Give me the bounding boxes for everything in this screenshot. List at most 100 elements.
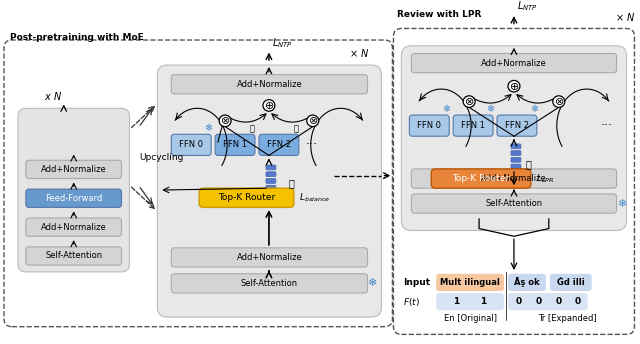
FancyBboxPatch shape xyxy=(157,65,381,317)
Text: ···: ··· xyxy=(600,119,612,132)
Text: 🔥: 🔥 xyxy=(293,124,298,133)
FancyBboxPatch shape xyxy=(26,160,122,179)
Text: ❄: ❄ xyxy=(367,278,376,288)
FancyBboxPatch shape xyxy=(431,169,531,188)
FancyBboxPatch shape xyxy=(412,194,616,213)
Text: $\otimes$: $\otimes$ xyxy=(464,96,474,107)
Text: Tr [Expanded]: Tr [Expanded] xyxy=(538,314,597,323)
Text: ❄: ❄ xyxy=(617,198,626,208)
Text: Add+Normalize: Add+Normalize xyxy=(41,223,107,232)
Text: $\otimes$: $\otimes$ xyxy=(220,115,230,126)
Text: $L_{NTP}$: $L_{NTP}$ xyxy=(517,0,538,13)
FancyBboxPatch shape xyxy=(550,274,591,291)
Text: Post-pretraining with MoE: Post-pretraining with MoE xyxy=(10,33,144,42)
Text: 0: 0 xyxy=(516,297,522,306)
Text: FFN 1: FFN 1 xyxy=(461,121,485,130)
Text: $\times\ N$: $\times\ N$ xyxy=(614,11,635,23)
FancyBboxPatch shape xyxy=(401,46,627,230)
Text: 0: 0 xyxy=(575,297,580,306)
Circle shape xyxy=(307,115,319,127)
Text: Add+Normalize: Add+Normalize xyxy=(237,80,302,89)
Text: $\otimes$: $\otimes$ xyxy=(308,115,318,126)
Text: Self-Attention: Self-Attention xyxy=(485,199,543,208)
Text: FFN 2: FFN 2 xyxy=(267,140,291,149)
FancyBboxPatch shape xyxy=(172,274,367,293)
FancyBboxPatch shape xyxy=(26,189,122,207)
FancyBboxPatch shape xyxy=(172,248,367,267)
Text: ···: ··· xyxy=(306,138,317,151)
Text: FFN 2: FFN 2 xyxy=(505,121,529,130)
FancyBboxPatch shape xyxy=(18,108,129,272)
Circle shape xyxy=(553,96,564,107)
Text: 0: 0 xyxy=(556,297,562,306)
FancyBboxPatch shape xyxy=(453,115,493,136)
Text: Mult ilingual: Mult ilingual xyxy=(440,278,500,287)
Text: ❄: ❄ xyxy=(486,104,494,114)
Text: $\otimes$: $\otimes$ xyxy=(554,96,564,107)
FancyBboxPatch shape xyxy=(511,157,521,162)
Text: Add+Normalize: Add+Normalize xyxy=(237,253,302,262)
Text: ···: ··· xyxy=(268,175,275,181)
Text: Self-Attention: Self-Attention xyxy=(45,251,102,260)
Text: Ġd illi: Ġd illi xyxy=(557,278,584,287)
FancyBboxPatch shape xyxy=(511,144,521,149)
Text: En [Original]: En [Original] xyxy=(444,314,497,323)
FancyBboxPatch shape xyxy=(511,164,521,169)
Text: $x\ N$: $x\ N$ xyxy=(44,90,62,102)
FancyBboxPatch shape xyxy=(26,247,122,265)
Text: 🔥: 🔥 xyxy=(250,124,255,133)
Text: Add+Normalize: Add+Normalize xyxy=(41,165,107,174)
Text: Self-Attention: Self-Attention xyxy=(241,279,298,288)
Text: Add+Normalize: Add+Normalize xyxy=(481,58,547,68)
FancyBboxPatch shape xyxy=(436,293,504,310)
Text: Input: Input xyxy=(403,278,431,287)
FancyBboxPatch shape xyxy=(266,185,276,190)
Text: ❄: ❄ xyxy=(204,123,212,133)
Text: Āş ok: Āş ok xyxy=(514,278,540,287)
Circle shape xyxy=(463,96,475,107)
Circle shape xyxy=(508,80,520,92)
Text: $L_{NTP}$: $L_{NTP}$ xyxy=(272,36,292,50)
Text: $F(t)$: $F(t)$ xyxy=(403,296,420,308)
Text: 1: 1 xyxy=(453,297,460,306)
FancyBboxPatch shape xyxy=(215,134,255,155)
FancyBboxPatch shape xyxy=(266,172,276,176)
Text: FFN 0: FFN 0 xyxy=(417,121,442,130)
Text: Top-K Router: Top-K Router xyxy=(218,193,275,202)
Text: ❄: ❄ xyxy=(530,104,538,114)
Text: FFN 1: FFN 1 xyxy=(223,140,247,149)
FancyBboxPatch shape xyxy=(511,151,521,155)
Text: $\oplus$: $\oplus$ xyxy=(264,100,274,111)
Text: Add+Normalize: Add+Normalize xyxy=(481,174,547,183)
FancyBboxPatch shape xyxy=(172,134,211,155)
Text: FFN 0: FFN 0 xyxy=(179,140,204,149)
FancyBboxPatch shape xyxy=(412,169,616,188)
FancyBboxPatch shape xyxy=(412,53,616,73)
Text: Feed-Forward: Feed-Forward xyxy=(45,194,102,203)
FancyBboxPatch shape xyxy=(436,274,504,291)
FancyBboxPatch shape xyxy=(172,75,367,94)
Text: Upcycling: Upcycling xyxy=(139,153,184,162)
FancyBboxPatch shape xyxy=(266,165,276,170)
Text: $L_{LPR}$: $L_{LPR}$ xyxy=(536,172,554,185)
Text: Top-K Router: Top-K Router xyxy=(452,174,509,183)
Text: ❄: ❄ xyxy=(442,104,451,114)
Text: ···: ··· xyxy=(513,154,519,160)
Text: $\oplus$: $\oplus$ xyxy=(509,81,519,92)
Text: $\times\ N$: $\times\ N$ xyxy=(349,47,369,59)
Circle shape xyxy=(263,100,275,111)
Text: 0: 0 xyxy=(536,297,542,306)
FancyBboxPatch shape xyxy=(199,188,294,207)
FancyBboxPatch shape xyxy=(497,115,537,136)
FancyBboxPatch shape xyxy=(26,218,122,236)
FancyBboxPatch shape xyxy=(508,274,546,291)
FancyBboxPatch shape xyxy=(266,179,276,183)
Text: Review with LPR: Review with LPR xyxy=(397,10,482,19)
Circle shape xyxy=(219,115,231,127)
FancyBboxPatch shape xyxy=(508,293,588,310)
Text: $L_{balance}$: $L_{balance}$ xyxy=(299,192,330,204)
Text: 🔥: 🔥 xyxy=(289,178,295,188)
Text: 🔥: 🔥 xyxy=(526,159,532,169)
Text: 1: 1 xyxy=(480,297,486,306)
FancyBboxPatch shape xyxy=(259,134,299,155)
